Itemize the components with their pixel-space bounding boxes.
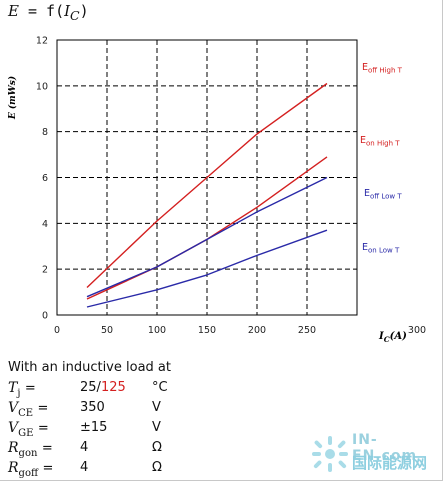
condition-value: 4 (80, 440, 88, 455)
series-label-sub: on Low T (368, 247, 400, 255)
condition-unit: V (152, 420, 161, 435)
condition-symbol-main: V (8, 400, 19, 416)
condition-symbol-sub: CE (18, 407, 34, 419)
condition-symbol-sub: goff (18, 467, 39, 479)
test-conditions: With an inductive load at Tj = 25/125 °C VC… (0, 358, 444, 482)
watermark-line-2: 国际能源网 (352, 454, 428, 472)
x-axis-label-main: I (378, 331, 384, 342)
condition-symbol-main: R (8, 440, 19, 456)
x-axis-label-unit: (A) (390, 331, 407, 342)
condition-symbol: Rgoff = (8, 460, 78, 479)
condition-symbol: VGE = (8, 420, 78, 439)
y-tick-label: 12 (36, 36, 48, 47)
y-axis-label: E (mWs) (7, 76, 18, 120)
figure-equation: E = f(IC) (8, 2, 89, 23)
condition-symbol-sub: j (17, 387, 21, 399)
x-tick-label: 300 (408, 325, 426, 336)
condition-value: 25/125 (80, 380, 126, 395)
x-tick-label: 100 (148, 325, 166, 336)
watermark-logo-icon (312, 436, 348, 472)
condition-value-a: 4 (80, 440, 89, 455)
condition-unit: Ω (152, 460, 162, 475)
energy-vs-current-chart: 0 50 100 150 200 250 300 0 2 4 6 8 10 12 E (mWs) IC(A) E… (7, 36, 426, 345)
condition-equals: = (42, 461, 54, 476)
condition-symbol: Tj = (8, 380, 78, 399)
series-label-sub: off Low T (370, 193, 402, 201)
y-tick-label: 10 (36, 81, 48, 92)
x-tick-label: 50 (101, 325, 113, 336)
watermark-line-1: IN-EN.com (352, 432, 418, 464)
y-tick-label: 8 (42, 127, 48, 138)
x-tick-label: 150 (198, 325, 216, 336)
condition-equals: = (37, 421, 49, 436)
equation-arg: I (64, 2, 71, 20)
series-label-main: E (364, 188, 370, 199)
equation-lhs: E (8, 2, 19, 20)
condition-value: 350 (80, 400, 105, 415)
series-label: Eon High T (360, 135, 400, 148)
series-line (86, 82, 328, 289)
condition-value-sep: / (96, 380, 101, 395)
condition-symbol: Rgon = (8, 440, 78, 459)
condition-value-a: 350 (80, 400, 105, 415)
condition-value-a: 25 (80, 380, 97, 395)
equation-arg-sub: C (70, 8, 80, 23)
y-tick-label: 4 (42, 219, 48, 230)
series-label-sub: off High T (368, 67, 403, 75)
equation-equals: = (18, 2, 47, 20)
equation-func: f( (46, 2, 65, 20)
watermark: IN-EN.com 国际能源网 (310, 430, 442, 480)
condition-equals: = (24, 381, 36, 396)
series-label-sub: on High T (366, 140, 400, 148)
conditions-title: With an inductive load at (8, 360, 171, 375)
condition-symbol-sub: GE (18, 427, 34, 439)
equation-close: ) (79, 2, 89, 20)
condition-value-a: ±15 (80, 420, 108, 435)
condition-value-b: 125 (100, 380, 126, 395)
x-tick-label: 200 (248, 325, 266, 336)
x-tick-label: 0 (54, 325, 60, 336)
series-line (86, 229, 328, 308)
condition-symbol-sub: gon (18, 447, 38, 459)
series-label: Eoff High T (362, 62, 403, 75)
series-label-main: E (362, 242, 368, 253)
y-tick-label: 6 (42, 173, 48, 184)
series-label: Eoff Low T (364, 188, 402, 201)
series-label: Eon Low T (362, 242, 400, 255)
y-tick-label: 2 (42, 265, 48, 276)
condition-unit: °C (152, 380, 168, 395)
condition-symbol-main: T (8, 380, 18, 396)
x-tick-label: 250 (298, 325, 316, 336)
condition-equals: = (37, 401, 49, 416)
y-tick-label: 0 (42, 311, 48, 322)
condition-symbol-main: R (8, 460, 19, 476)
condition-symbol: VCE = (8, 400, 78, 419)
series-line (86, 176, 328, 298)
condition-unit: V (152, 400, 161, 415)
condition-equals: = (41, 441, 53, 456)
condition-value: 4 (80, 460, 88, 475)
x-axis-label-sub: C (384, 335, 390, 344)
condition-symbol-main: V (8, 420, 19, 436)
condition-unit: Ω (152, 440, 162, 455)
condition-value-a: 4 (80, 460, 89, 475)
series-label-main: E (362, 62, 368, 73)
series-label-main: E (360, 135, 366, 146)
condition-value: ±15 (80, 420, 107, 435)
x-axis-label: IC(A) (378, 331, 407, 344)
